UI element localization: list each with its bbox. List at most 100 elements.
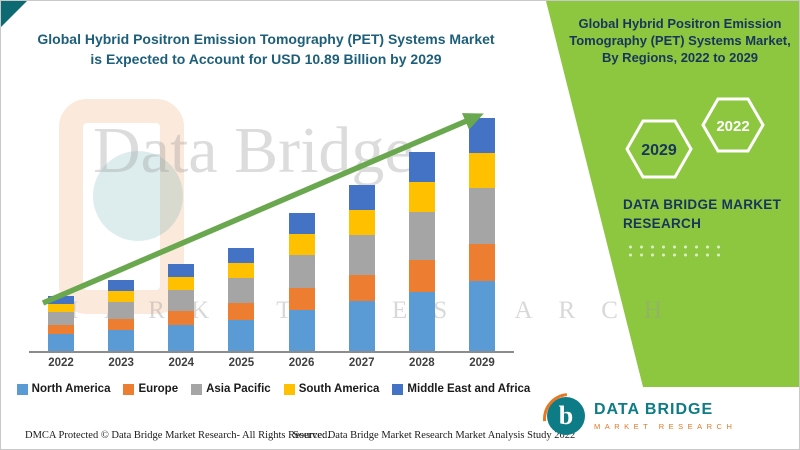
- bar-column-2027: [340, 101, 384, 351]
- legend-item-middle-east-and-africa: Middle East and Africa: [392, 383, 530, 395]
- segment-europe: [228, 303, 255, 320]
- segment-europe: [468, 244, 495, 281]
- databridge-logo-icon: b: [547, 397, 585, 435]
- segment-europe: [408, 260, 435, 292]
- segment-middle-east-and-africa: [108, 280, 135, 291]
- hexagon-2029: [625, 119, 693, 179]
- legend-swatch: [283, 383, 295, 395]
- bar-stack-2026: [288, 213, 315, 351]
- legend-item-asia-pacific: Asia Pacific: [191, 383, 271, 395]
- stacked-bar-chart: 2022 2023 2024 2025 2026 2027 2028 2029: [29, 101, 514, 369]
- segment-south-america: [108, 291, 135, 302]
- segment-north-america: [168, 325, 195, 351]
- x-axis-labels: 2022 2023 2024 2025 2026 2027 2028 2029: [29, 357, 514, 369]
- legend-label: Asia Pacific: [206, 383, 271, 395]
- segment-europe: [168, 311, 195, 325]
- segment-middle-east-and-africa: [48, 296, 74, 304]
- logo-name: DATA BRIDGE: [594, 401, 714, 418]
- segment-north-america: [48, 334, 74, 351]
- bar-column-2029: [460, 101, 504, 351]
- hexagon-2029-label: 2029: [641, 142, 677, 159]
- segment-south-america: [48, 304, 74, 312]
- bar-stack-2028: [408, 152, 435, 351]
- segment-middle-east-and-africa: [468, 118, 495, 153]
- logo-texts: DATA BRIDGE MARKET RESEARCH: [594, 401, 736, 431]
- x-tick-2028: 2028: [409, 357, 435, 369]
- bar-column-2024: [159, 101, 203, 351]
- legend-swatch: [392, 383, 404, 395]
- segment-middle-east-and-africa: [228, 248, 255, 263]
- legend-item-south-america: South America: [283, 383, 380, 395]
- segment-north-america: [228, 320, 255, 351]
- x-tick-2023: 2023: [108, 357, 134, 369]
- segment-asia-pacific: [108, 302, 135, 319]
- bar-stack-2027: [348, 185, 375, 351]
- segment-north-america: [108, 330, 135, 351]
- logo-subtitle: MARKET RESEARCH: [594, 422, 737, 431]
- page-title-line2: is Expected to Account for USD 10.89 Bil…: [90, 51, 442, 67]
- segment-north-america: [408, 292, 435, 351]
- brand-dots-decoration: [625, 243, 721, 259]
- bar-stack-2023: [108, 280, 135, 351]
- legend-label: Europe: [138, 383, 179, 395]
- chart-legend: North America Europe Asia Pacific South Ame…: [1, 383, 546, 395]
- segment-south-america: [468, 153, 495, 188]
- bar-stack-2022: [48, 296, 74, 351]
- x-tick-2024: 2024: [168, 357, 195, 369]
- segment-north-america: [468, 281, 495, 351]
- bar-column-2026: [280, 101, 324, 351]
- databridge-logo: b DATA BRIDGE MARKET RESEARCH: [547, 397, 736, 435]
- plot-area: [29, 101, 514, 353]
- segment-europe: [288, 288, 315, 310]
- segment-europe: [108, 319, 135, 330]
- segment-middle-east-and-africa: [348, 185, 375, 210]
- segment-north-america: [348, 301, 375, 351]
- bar-stack-2029: [468, 118, 495, 351]
- segment-south-america: [288, 234, 315, 255]
- year-hexagons: 2029 2022: [625, 97, 765, 179]
- segment-asia-pacific: [348, 235, 375, 275]
- page-title: Global Hybrid Positron Emission Tomograp…: [15, 29, 517, 69]
- dmca-notice: DMCA Protected © Data Bridge Market Rese…: [25, 430, 330, 441]
- x-tick-2025: 2025: [228, 357, 255, 369]
- bar-stack-2024: [168, 264, 195, 351]
- brand-text-line2: RESEARCH: [623, 216, 702, 231]
- legend-label: Middle East and Africa: [407, 383, 531, 395]
- segment-middle-east-and-africa: [288, 213, 315, 234]
- segment-europe: [48, 325, 74, 334]
- segment-south-america: [228, 263, 255, 278]
- segment-middle-east-and-africa: [408, 152, 435, 182]
- bar-column-2025: [219, 101, 263, 351]
- segment-south-america: [408, 182, 435, 212]
- legend-label: South America: [298, 383, 380, 395]
- segment-asia-pacific: [168, 290, 195, 311]
- source-note: Source: Data Bridge Market Research Mark…: [293, 430, 576, 441]
- bar-stack-2025: [228, 248, 255, 351]
- x-tick-2027: 2027: [348, 357, 375, 369]
- right-panel-title: Global Hybrid Positron Emission Tomograp…: [569, 16, 791, 65]
- bar-column-2023: [99, 101, 143, 351]
- x-tick-2029: 2029: [469, 357, 495, 369]
- x-tick-2022: 2022: [48, 357, 74, 369]
- brand-text-line1: DATA BRIDGE MARKET: [623, 197, 782, 212]
- bar-column-2022: [39, 101, 83, 351]
- segment-asia-pacific: [408, 212, 435, 260]
- segment-south-america: [348, 210, 375, 235]
- hexagon-2022: [701, 97, 765, 153]
- page-title-line1: Global Hybrid Positron Emission Tomograp…: [37, 31, 495, 47]
- segment-asia-pacific: [228, 278, 255, 303]
- legend-swatch: [16, 383, 28, 395]
- segment-asia-pacific: [48, 312, 74, 325]
- segment-asia-pacific: [468, 188, 495, 244]
- brand-text: DATA BRIDGE MARKET RESEARCH: [623, 195, 781, 233]
- legend-item-europe: Europe: [123, 383, 178, 395]
- segment-south-america: [168, 277, 195, 290]
- bar-column-2028: [400, 101, 444, 351]
- legend-item-north-america: North America: [16, 383, 111, 395]
- segment-asia-pacific: [288, 255, 315, 288]
- x-tick-2026: 2026: [288, 357, 315, 369]
- segment-north-america: [288, 310, 315, 351]
- segment-europe: [348, 275, 375, 301]
- legend-label: North America: [31, 383, 111, 395]
